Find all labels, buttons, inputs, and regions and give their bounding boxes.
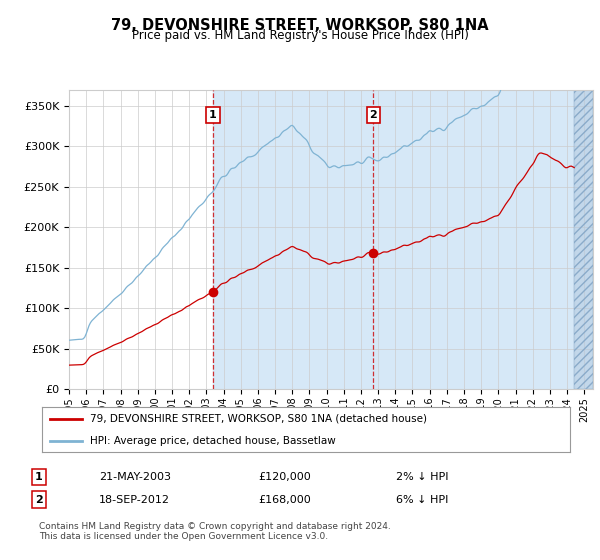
Bar: [373, 90, 593, 389]
Text: 6% ↓ HPI: 6% ↓ HPI: [396, 494, 448, 505]
Text: 2% ↓ HPI: 2% ↓ HPI: [396, 472, 449, 482]
Text: HPI: Average price, detached house, Bassetlaw: HPI: Average price, detached house, Bass…: [89, 436, 335, 446]
Text: 1: 1: [35, 472, 43, 482]
Bar: [213, 90, 373, 389]
Text: 2: 2: [370, 110, 377, 120]
Text: 21-MAY-2003: 21-MAY-2003: [99, 472, 171, 482]
Text: Price paid vs. HM Land Registry's House Price Index (HPI): Price paid vs. HM Land Registry's House …: [131, 29, 469, 42]
Text: 18-SEP-2012: 18-SEP-2012: [99, 494, 170, 505]
Text: Contains HM Land Registry data © Crown copyright and database right 2024.
This d: Contains HM Land Registry data © Crown c…: [39, 522, 391, 542]
Text: 2: 2: [35, 494, 43, 505]
Text: 1: 1: [209, 110, 217, 120]
Text: 79, DEVONSHIRE STREET, WORKSOP, S80 1NA: 79, DEVONSHIRE STREET, WORKSOP, S80 1NA: [111, 18, 489, 33]
Text: 79, DEVONSHIRE STREET, WORKSOP, S80 1NA (detached house): 79, DEVONSHIRE STREET, WORKSOP, S80 1NA …: [89, 414, 427, 424]
Text: £168,000: £168,000: [258, 494, 311, 505]
Bar: [574, 90, 593, 389]
Text: £120,000: £120,000: [258, 472, 311, 482]
Bar: [574, 90, 593, 389]
